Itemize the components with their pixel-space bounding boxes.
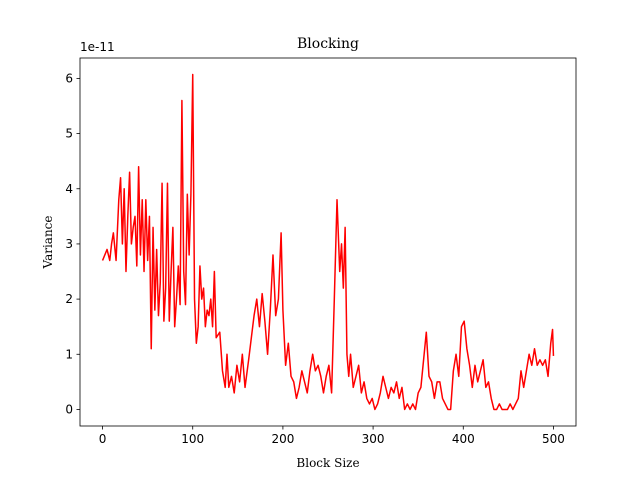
y-tick-label: 1	[65, 347, 73, 361]
y-tick-label: 5	[65, 127, 73, 141]
x-tick-label: 200	[271, 432, 294, 446]
plot-frame	[79, 57, 577, 427]
chart-title: Blocking	[297, 36, 359, 52]
y-tick-label: 4	[65, 182, 73, 196]
data-line	[101, 73, 555, 411]
y-tick-label: 0	[65, 402, 73, 416]
y-axis-label: Variance	[41, 216, 55, 270]
x-tick-label: 400	[452, 432, 475, 446]
x-tick-label: 0	[99, 432, 107, 446]
x-axis-label: Block Size	[296, 456, 359, 470]
y-tick-label: 2	[65, 292, 73, 306]
x-tick-label: 300	[362, 432, 385, 446]
y-tick-label: 3	[65, 237, 73, 251]
x-tick-label: 100	[181, 432, 204, 446]
x-tick-label: 500	[542, 432, 565, 446]
offset-label: 1e-11	[80, 40, 115, 54]
y-tick-label: 6	[65, 71, 73, 85]
